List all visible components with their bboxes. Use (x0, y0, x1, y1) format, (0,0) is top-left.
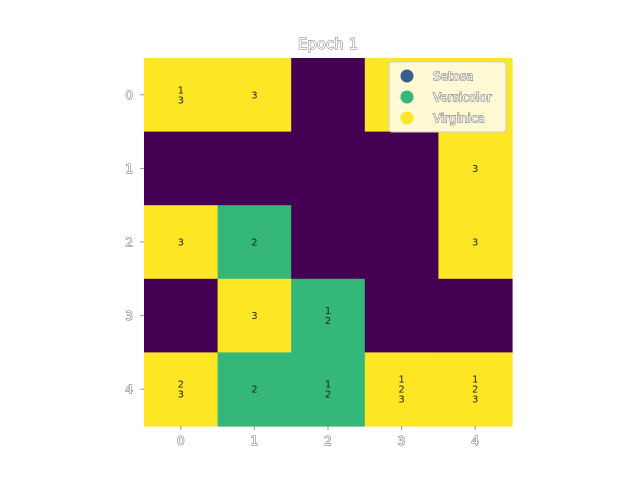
legend-marker (400, 111, 414, 125)
heatmap-cell-1-0 (144, 131, 219, 206)
cell-label: 1 (325, 380, 331, 391)
cell-label: 1 (398, 375, 404, 386)
y-tick-label: 1 (125, 162, 133, 176)
heatmap-cell-1-3 (364, 131, 439, 206)
heatmap-cell-4-2 (291, 352, 366, 427)
heatmap-cell-3-2 (291, 278, 366, 353)
heatmap-cell-2-0 (144, 205, 219, 280)
cell-label: 3 (251, 90, 257, 101)
chart-title: Epoch 1 (298, 35, 358, 53)
heatmap-cell-4-0 (144, 352, 219, 427)
x-tick-label: 0 (177, 434, 185, 448)
cell-label: 2 (178, 380, 184, 391)
y-tick-label: 4 (125, 383, 133, 397)
heatmap-cell-3-3 (364, 278, 439, 353)
x-axis-ticks: 0 1 2 3 4 (176, 426, 480, 449)
cell-label: 3 (178, 95, 184, 106)
legend-box (388, 61, 507, 133)
cell-label: 3 (398, 395, 404, 406)
heatmap-cell-3-4 (438, 278, 513, 353)
cell-label: 2 (472, 385, 478, 396)
heatmap-cell-2-1 (217, 205, 292, 280)
cell-label: 1 (472, 375, 478, 386)
heatmap-cell-2-4 (438, 205, 513, 280)
y-axis-ticks: 0 1 2 3 4 (125, 88, 144, 397)
heatmap-cell-3-0 (144, 278, 219, 353)
cell-label: 3 (472, 238, 478, 249)
heatmap-cell-3-1 (217, 278, 292, 353)
cell-label: 2 (325, 316, 331, 327)
x-tick-label: 2 (324, 434, 332, 448)
heatmap-cell-4-1 (217, 352, 292, 427)
cell-label: 1 (178, 85, 184, 96)
cell-label: 2 (251, 238, 257, 249)
heatmap-cell-0-0 (144, 58, 219, 133)
cell-label: 2 (325, 390, 331, 401)
heatmap-cell-2-2 (291, 205, 366, 280)
heatmap-cell-1-4 (438, 131, 513, 206)
legend-label: Versicolor (433, 91, 492, 105)
cell-label: 1 (325, 306, 331, 317)
heatmap-cell-0-1 (217, 58, 292, 133)
cell-label: 3 (251, 311, 257, 322)
y-tick-label: 2 (125, 236, 133, 250)
cell-label: 3 (178, 238, 184, 249)
cell-label: 3 (472, 395, 478, 406)
x-tick-label: 1 (251, 434, 259, 448)
cell-label: 2 (398, 385, 404, 396)
cell-label: 2 (251, 385, 257, 396)
heatmap-cell-2-3 (364, 205, 439, 280)
heatmap-cell-1-2 (291, 131, 366, 206)
cell-label: 3 (178, 390, 184, 401)
legend-marker (400, 90, 414, 104)
x-tick-label: 3 (398, 434, 406, 448)
legend-label: Setosa (433, 70, 474, 84)
heatmap-cell-4-3 (364, 352, 439, 427)
y-tick-label: 3 (125, 309, 133, 323)
legend-marker (400, 69, 414, 83)
cell-label: 3 (472, 164, 478, 175)
x-tick-label: 4 (471, 434, 479, 448)
y-tick-label: 0 (125, 88, 133, 102)
heatmap-cell-4-4 (438, 352, 513, 427)
legend: Setosa Versicolor Virginica (388, 61, 507, 133)
heatmap-cell-1-1 (217, 131, 292, 206)
heatmap-cell-0-2 (291, 58, 366, 133)
legend-label: Virginica (433, 112, 485, 126)
